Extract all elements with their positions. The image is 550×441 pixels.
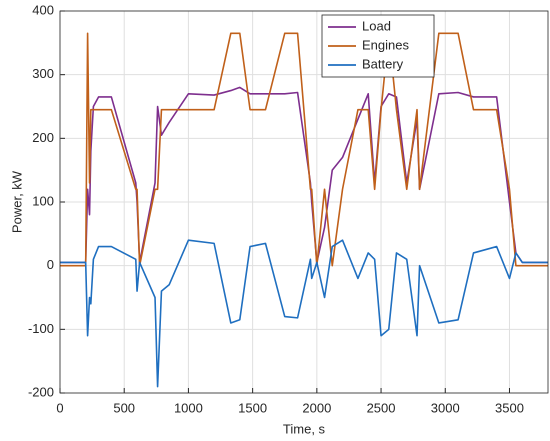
series-line bbox=[60, 32, 548, 267]
x-tick-label: 0 bbox=[56, 400, 63, 415]
y-tick-label: 100 bbox=[32, 193, 54, 208]
legend-label: Engines bbox=[362, 37, 409, 52]
x-tick-label: 1500 bbox=[238, 400, 267, 415]
x-tick-label: 500 bbox=[113, 400, 135, 415]
legend-label: Battery bbox=[362, 56, 404, 71]
y-tick-label: 200 bbox=[32, 130, 54, 145]
axes-box bbox=[59, 10, 549, 394]
x-axis-label: Time, s bbox=[283, 421, 326, 436]
x-tick-label: 2500 bbox=[367, 400, 396, 415]
x-tick-label: 2000 bbox=[302, 400, 331, 415]
x-tick-label: 3000 bbox=[431, 400, 460, 415]
x-tick-label: 1000 bbox=[174, 400, 203, 415]
y-axis-label: Power, kW bbox=[9, 170, 24, 233]
legend-label: Load bbox=[362, 18, 391, 33]
series-line bbox=[60, 239, 548, 388]
y-tick-label: 400 bbox=[32, 2, 54, 17]
y-tick-label: 0 bbox=[47, 257, 54, 272]
y-tick-label: 300 bbox=[32, 66, 54, 81]
y-tick-label: -200 bbox=[28, 384, 54, 399]
series-line bbox=[60, 86, 548, 264]
y-tick-label: -100 bbox=[28, 321, 54, 336]
x-tick-label: 3500 bbox=[495, 400, 524, 415]
